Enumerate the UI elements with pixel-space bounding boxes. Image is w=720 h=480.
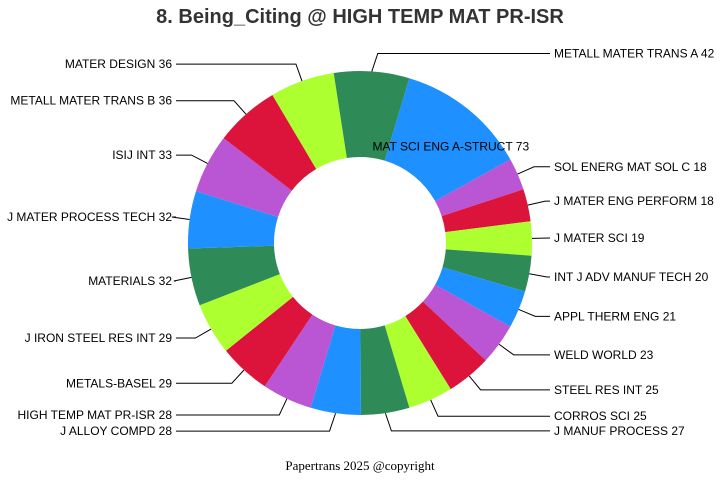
slice-weld-world bbox=[422, 284, 511, 361]
slice-materials bbox=[188, 245, 280, 306]
slice-isij-int bbox=[196, 138, 292, 218]
label-int-j-adv-manuf-tech: INT J ADV MANUF TECH 20 bbox=[554, 270, 709, 284]
slice-j-mater-process-tech bbox=[188, 191, 279, 249]
leader-metall-mater-trans-b bbox=[176, 100, 247, 115]
slice-sol-energ-mat-sol-c bbox=[435, 159, 524, 217]
labels-layer: METALL MATER TRANS A 42 SOL ENERG MAT SOL… bbox=[7, 46, 715, 438]
slice-metals-basel bbox=[225, 296, 313, 387]
slice-steel-res-int bbox=[405, 301, 486, 390]
leader-sol-energ-mat-sol-c bbox=[517, 166, 550, 175]
slice-j-iron-steel-res-int bbox=[199, 274, 293, 351]
slice-high-temp-mat-pr-isr bbox=[264, 314, 336, 408]
leader-appl-therm-eng bbox=[518, 308, 550, 317]
label-sol-energ-mat-sol-c: SOL ENERG MAT SOL C 18 bbox=[554, 160, 707, 174]
leader-mater-design bbox=[176, 63, 303, 82]
leader-metall-mater-trans-a bbox=[371, 52, 550, 72]
slice-mat-sci-eng-a-struct bbox=[384, 78, 511, 202]
slices-layer bbox=[188, 71, 532, 415]
slice-metall-mater-trans-b bbox=[223, 94, 317, 191]
label-corros-sci: CORROS SCI 25 bbox=[554, 409, 647, 423]
label-metall-mater-trans-a: METALL MATER TRANS A 42 bbox=[554, 46, 715, 60]
slice-j-mater-eng-perform bbox=[441, 189, 531, 233]
leader-weld-world bbox=[498, 343, 550, 356]
leaders-layer bbox=[171, 52, 550, 432]
label-j-manuf-process: J MANUF PROCESS 27 bbox=[554, 424, 685, 438]
label-metall-mater-trans-b: METALL MATER TRANS B 36 bbox=[10, 94, 172, 108]
leader-high-temp-mat-pr-isr bbox=[176, 398, 288, 416]
label-appl-therm-eng: APPL THERM ENG 21 bbox=[554, 309, 676, 323]
slice-j-manuf-process bbox=[360, 325, 410, 415]
label-isij-int: ISIJ INT 33 bbox=[112, 148, 172, 162]
label-weld-world: WELD WORLD 23 bbox=[554, 348, 654, 362]
leader-metals-basel bbox=[176, 369, 245, 384]
leader-steel-res-int bbox=[468, 375, 550, 391]
label-j-mater-sci: J MATER SCI 19 bbox=[554, 231, 645, 245]
slice-int-j-adv-manuf-tech bbox=[442, 249, 532, 292]
leader-corros-sci bbox=[430, 399, 550, 417]
leader-j-manuf-process bbox=[384, 412, 550, 432]
label-mat-sci-eng-a-struct: MAT SCI ENG A-STRUCT 73 bbox=[372, 139, 529, 153]
label-j-iron-steel-res-int: J IRON STEEL RES INT 29 bbox=[25, 331, 173, 345]
leader-j-alloy-compd bbox=[176, 413, 337, 432]
slice-appl-therm-eng bbox=[435, 267, 526, 327]
label-high-temp-mat-pr-isr: HIGH TEMP MAT PR-ISR 28 bbox=[18, 408, 173, 422]
slice-j-alloy-compd bbox=[310, 325, 361, 415]
slice-mater-design bbox=[272, 73, 347, 169]
label-mater-design: MATER DESIGN 36 bbox=[65, 57, 172, 71]
label-j-mater-eng-perform: J MATER ENG PERFORM 18 bbox=[554, 194, 714, 208]
copyright-footer: Papertrans 2025 @copyright bbox=[285, 458, 435, 473]
chart-title: 8. Being_Citing @ HIGH TEMP MAT PR-ISR bbox=[156, 6, 564, 28]
leader-j-iron-steel-res-int bbox=[176, 328, 212, 339]
label-metals-basel: METALS-BASEL 29 bbox=[66, 376, 172, 390]
leader-isij-int bbox=[176, 154, 208, 164]
label-materials: MATERIALS 32 bbox=[88, 274, 172, 288]
label-steel-res-int: STEEL RES INT 25 bbox=[554, 383, 659, 397]
slice-j-mater-sci bbox=[445, 221, 532, 256]
slice-corros-sci bbox=[384, 316, 451, 408]
leader-int-j-adv-manuf-tech bbox=[529, 273, 550, 278]
slice-metall-mater-trans-a bbox=[333, 71, 410, 161]
leader-materials bbox=[173, 276, 192, 282]
label-j-mater-process-tech: J MATER PROCESS TECH 32 bbox=[7, 210, 172, 224]
leader-j-mater-process-tech bbox=[171, 216, 190, 220]
leader-j-mater-eng-perform bbox=[527, 200, 550, 206]
label-j-alloy-compd: J ALLOY COMPD 28 bbox=[60, 424, 172, 438]
